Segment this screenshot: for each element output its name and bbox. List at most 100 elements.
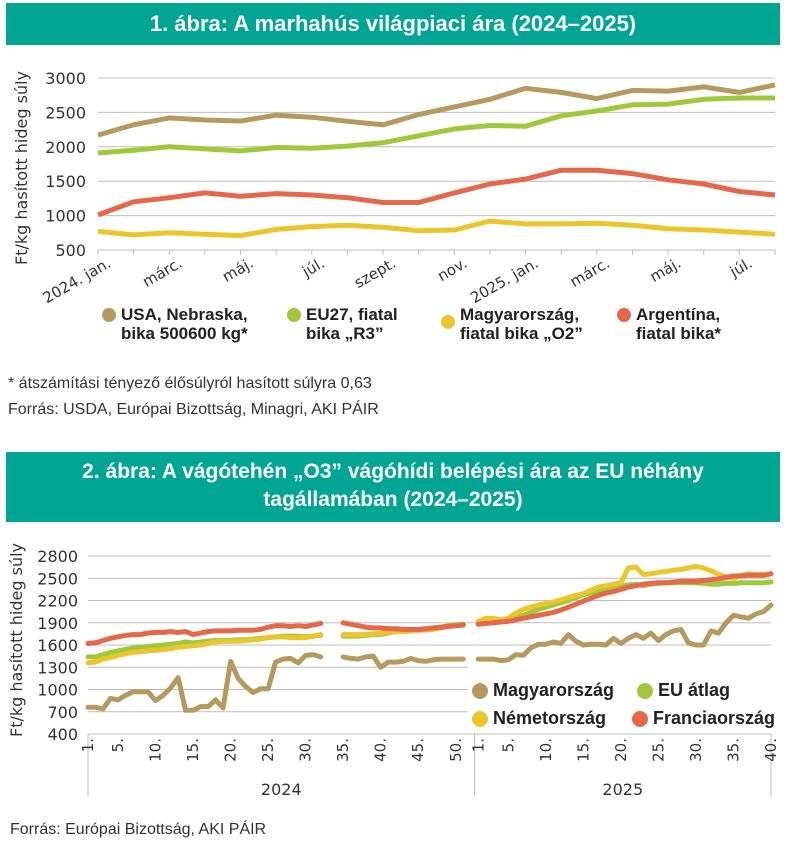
c2-y-tick: 1600 [37,636,78,655]
c1-y-axis-label: Ft/kg hasított hideg súly [12,71,31,265]
c1-y-tick: 1000 [45,207,86,226]
c1-series-line-1 [97,95,775,156]
c1-x-tick-label: nov. [434,254,470,285]
c1-x-tick-label: máj. [219,254,256,286]
legend2-label: Németország [493,708,607,728]
c2-x-tick-label: 40. [372,738,390,762]
figure1-chart: 500 1000 1500 2000 2500 3000 2024. jan. márc. m… [12,69,776,307]
figure2-title-line1: 2. ábra: A vágótehén „O3” vágóhídi belép… [82,460,704,483]
c2-y-axis-label: Ft/kg hasított hideg súly [7,543,26,737]
legend2-dot-nemetorszag [472,710,488,727]
c2-x-tick-label: 5. [109,738,127,752]
legend-dot-magyarorszag [441,315,455,329]
c2-x-tick-label: 35. [724,738,742,762]
c2-y-tick: 2800 [37,547,78,566]
c2-series-line-3 [475,571,774,627]
c2-series-line-1 [475,579,774,627]
figure1-title: 1. ábra: A marhahús világpiaci ára (2024… [6,3,780,45]
c1-x-tick-label: júl. [726,254,755,281]
c1-series-line-3 [97,167,776,218]
c2-x-tick-label: 15. [184,738,202,762]
c2-series-line-2 [340,622,466,638]
c2-y-tick: 2500 [37,569,78,588]
c2-y-tick: 1000 [37,681,78,700]
legend-dot-argentina [617,308,631,322]
c2-x-tick-label: 40. [762,738,780,762]
legend-dot-usa [102,308,116,322]
c1-series-lines [97,82,776,239]
c2-y-tick: 1300 [37,658,78,677]
c2-y-tick-labels: 400 700 1000 1300 1600 1900 2200 2500 2800 [37,547,78,744]
c2-x-tick-label: 30. [687,738,705,762]
c2-x-tick-label: 1. [79,738,97,752]
c2-series-line-3 [85,621,324,646]
c2-x-tick-label: 35. [334,738,352,762]
c2-year-label: 2025 [602,780,643,799]
legend-item-eu27: EU27, fiatal bika „R3” [287,305,398,343]
legend-item-magyarorszag: Magyarország, fiatal bika „O2” [441,305,583,343]
c1-x-tick-label: 2025. jan. [467,254,541,307]
c2-x-tick-label: 30. [297,738,315,762]
c1-x-tick-label: máj. [647,254,684,286]
legend-label: Argentína, [636,305,721,324]
legend-item-usa: USA, Nebraska, bika 500600 kg* [102,305,248,343]
c2-series-line-0 [85,652,324,713]
legend-label: bika 500600 kg* [121,324,248,343]
figure2-title: 2. ábra: A vágótehén „O3” vágóhídi belép… [6,452,780,522]
c1-x-tick-label: júl. [298,254,327,281]
c1-series-line-0 [97,82,776,138]
c2-series-line-2 [475,563,774,624]
legend2-dot-eu-atlag [637,682,653,699]
c1-x-tick-label: szept. [351,254,399,292]
legend2-item-eu-atlag: EU átlag [637,680,730,701]
c2-x-tick-label: 15. [574,738,592,762]
figure2-title-line2: tagállamában (2024–2025) [263,488,523,511]
c1-series-line-2 [97,218,776,239]
legend2-label: Magyarország [493,680,615,700]
c2-x-tick-label: 45. [409,738,427,762]
c2-x-tick-label: 5. [499,738,517,752]
legend2-dot-magyarorszag [472,682,488,699]
c1-x-tick-label: 2024. jan. [40,254,114,307]
legend2-item-magyarorszag: Magyarország [472,680,614,701]
c1-x-tick-label: márc. [567,254,613,291]
c1-x-axis: 2024. jan. márc. máj. júl. szept. nov.2025. j… [40,249,776,307]
c1-y-tick: 3000 [45,69,86,88]
c2-x-tick-label: 50. [447,738,465,762]
legend2-item-franciaorszag: Franciaország [632,708,775,729]
c1-y-tick: 2000 [45,138,86,157]
c2-y-tick: 1900 [37,614,78,633]
c2-x-tick-label: 10. [537,738,555,762]
figure1-legend: USA, Nebraska, bika 500600 kg* EU27, fiat… [0,305,788,355]
c2-y-tick: 2200 [37,592,78,611]
legend-label: EU27, fiatal [306,305,398,324]
c2-y-tick: 400 [47,725,78,744]
c2-y-tick: 700 [47,703,78,722]
legend-label: USA, Nebraska, [121,305,248,324]
c2-series-line-0 [475,602,774,664]
legend-label: fiatal bika „O2” [460,324,583,343]
c1-y-tick: 2500 [45,103,86,122]
c2-series-line-3 [340,620,466,632]
figure1-footnote: * átszámítási tényező élősúlyról hasítot… [8,375,372,392]
c2-x-tick-label: 20. [612,738,630,762]
c2-series-line-2 [85,632,324,666]
c2-x-tick-label: 20. [222,738,240,762]
c2-x-axis: 1. 5. 10. 15. 20. 25. 30. 35. 40. 45. 50. 2024 1. 5. 1… [79,733,780,799]
c1-x-tick-label: márc. [139,254,185,291]
c1-y-tick: 1500 [45,172,86,191]
legend2-dot-franciaorszag [632,710,648,727]
c2-year-label: 2024 [261,780,302,799]
legend-dot-eu27 [287,308,301,322]
c2-x-tick-label: 25. [649,738,667,762]
c2-x-tick-label: 25. [259,738,277,762]
figure1-source: Forrás: USDA, Európai Bizottság, Minagri… [8,401,379,418]
legend2-label: Franciaország [653,708,776,728]
legend-label: bika „R3” [306,324,384,343]
c2-series-line-1 [340,621,466,639]
legend-label: Magyarország, [460,305,580,324]
legend-label: fiatal bika* [636,324,722,343]
figure2-source: Forrás: Európai Bizottság, AKI PÁIR [10,821,267,838]
c2-series-line-1 [85,632,324,660]
c2-x-tick-label: 1. [469,738,487,752]
